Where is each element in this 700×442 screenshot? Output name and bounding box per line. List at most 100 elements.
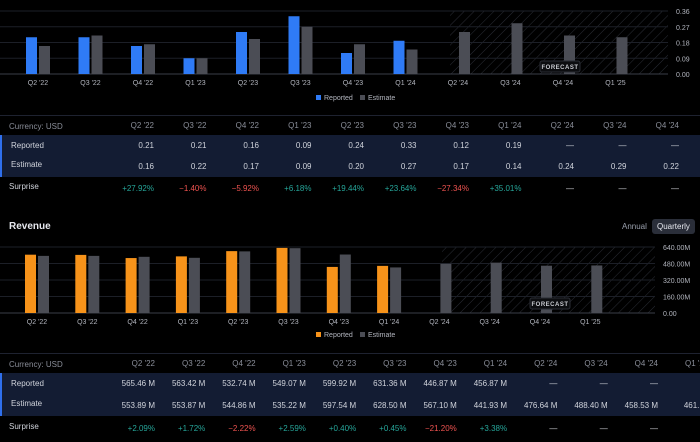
- reported-bar[interactable]: [326, 266, 338, 313]
- reported-bar[interactable]: [78, 37, 90, 74]
- estimate-bar[interactable]: [239, 251, 251, 313]
- table-cell: 553.87 M: [171, 401, 206, 410]
- estimate-bar[interactable]: [289, 248, 301, 313]
- column-header: Q2 '24: [534, 359, 558, 368]
- revenue-row-label: Surprise: [9, 422, 39, 431]
- table-cell: 0.19: [505, 141, 522, 150]
- y-tick-label: 0.09: [676, 56, 690, 63]
- estimate-bar[interactable]: [196, 58, 208, 74]
- table-cell: 0.21: [138, 141, 154, 150]
- estimate-bar[interactable]: [188, 257, 200, 313]
- table-cell: —: [549, 424, 558, 433]
- revenue-currency-label: Currency: USD: [9, 360, 63, 369]
- x-tick-label: Q2 '24: [429, 319, 450, 326]
- x-tick-label: Q3 '24: [500, 80, 521, 87]
- column-header: Q3 '24: [584, 359, 608, 368]
- eps-row-label: Estimate: [11, 160, 43, 169]
- table-cell: —: [671, 141, 679, 150]
- reported-bar[interactable]: [377, 265, 389, 313]
- table-cell: 597.54 M: [322, 401, 357, 410]
- table-cell: —: [566, 141, 574, 150]
- estimate-bar[interactable]: [138, 256, 150, 313]
- estimate-bar[interactable]: [91, 35, 103, 75]
- x-tick-label: Q4 '22: [133, 80, 154, 87]
- table-cell: 563.42 M: [171, 379, 206, 388]
- table-cell: 0.24: [558, 162, 574, 171]
- x-tick-label: Q4 '24: [553, 80, 574, 87]
- estimate-bar[interactable]: [591, 265, 603, 313]
- reported-bar[interactable]: [26, 37, 37, 74]
- reported-bar[interactable]: [183, 58, 195, 74]
- x-tick-label: Q1 '25: [580, 319, 601, 326]
- table-cell: 0.24: [348, 141, 364, 150]
- annual-toggle[interactable]: Annual: [622, 222, 647, 231]
- estimate-bar[interactable]: [541, 265, 552, 313]
- reported-bar[interactable]: [341, 53, 352, 74]
- table-cell: 0.16: [243, 141, 259, 150]
- estimate-bar[interactable]: [301, 26, 313, 74]
- reported-bar[interactable]: [25, 254, 36, 313]
- estimate-bar[interactable]: [511, 23, 523, 74]
- eps-currency-label: Currency: USD: [9, 122, 63, 131]
- table-cell: +35.01%: [489, 184, 522, 193]
- x-tick-label: Q3 '22: [80, 80, 101, 87]
- estimate-bar[interactable]: [406, 49, 418, 75]
- estimate-bar[interactable]: [354, 44, 365, 74]
- column-header: Q4 '24: [634, 359, 658, 368]
- table-cell: +3.38%: [479, 424, 508, 433]
- table-cell: +23.64%: [384, 184, 417, 193]
- column-header: Q1 '25: [684, 359, 700, 368]
- estimate-bar[interactable]: [38, 255, 49, 313]
- table-cell: 0.33: [400, 141, 417, 150]
- x-tick-label: Q1 '24: [395, 80, 416, 87]
- quarterly-toggle[interactable]: Quarterly: [652, 219, 695, 234]
- table-cell: 446.87 M: [423, 379, 457, 388]
- estimate-bar[interactable]: [440, 263, 452, 313]
- x-tick-label: Q4 '22: [127, 319, 148, 326]
- table-cell: —: [678, 141, 700, 150]
- reported-bar[interactable]: [131, 46, 142, 74]
- table-cell: +2.59%: [278, 424, 306, 433]
- x-tick-label: Q1 '25: [605, 80, 626, 87]
- table-cell: +0.45%: [379, 424, 407, 433]
- table-cell: 476.64 M: [524, 401, 558, 410]
- table-cell: 0.20: [348, 162, 364, 171]
- estimate-bar[interactable]: [249, 39, 260, 74]
- table-cell: 488.40 M: [574, 401, 608, 410]
- reported-bar[interactable]: [75, 254, 87, 313]
- estimate-bar[interactable]: [490, 262, 502, 313]
- legend-reported-swatch: [316, 332, 321, 337]
- revenue-table-header: Currency: USD: [0, 353, 700, 374]
- table-cell: 0.14: [505, 162, 522, 171]
- estimate-bar[interactable]: [459, 32, 470, 74]
- revenue-row-label: Reported: [11, 379, 44, 388]
- reported-bar[interactable]: [226, 251, 238, 313]
- eps-row-surprise: Surprise: [0, 176, 700, 199]
- estimate-bar[interactable]: [339, 254, 351, 313]
- estimate-bar[interactable]: [616, 37, 628, 74]
- table-cell: 535.22 M: [272, 401, 306, 410]
- reported-bar[interactable]: [288, 16, 300, 74]
- estimate-bar[interactable]: [39, 46, 50, 74]
- reported-bar[interactable]: [125, 258, 137, 313]
- table-cell: 461.10: [683, 401, 700, 410]
- table-cell: 544.86 M: [222, 401, 256, 410]
- table-cell: 0.2: [678, 162, 700, 171]
- reported-bar[interactable]: [276, 247, 288, 313]
- x-tick-label: Q2 '23: [238, 80, 259, 87]
- estimate-bar[interactable]: [88, 255, 100, 313]
- estimate-bar[interactable]: [564, 35, 575, 75]
- reported-bar[interactable]: [393, 40, 405, 74]
- estimate-bar[interactable]: [390, 267, 402, 313]
- legend-estimate-swatch: [360, 332, 365, 337]
- table-cell: —: [650, 379, 658, 388]
- column-header: Q1 '24: [498, 121, 522, 130]
- revenue-row-estimate: Estimate: [0, 393, 700, 416]
- revenue-row-reported: Reported: [0, 373, 700, 396]
- column-header: Q2 '23: [332, 359, 357, 368]
- reported-bar[interactable]: [175, 256, 187, 313]
- reported-bar[interactable]: [236, 32, 247, 74]
- estimate-bar[interactable]: [144, 44, 155, 74]
- table-cell: −2.22%: [228, 424, 256, 433]
- x-tick-label: Q4 '23: [329, 319, 350, 326]
